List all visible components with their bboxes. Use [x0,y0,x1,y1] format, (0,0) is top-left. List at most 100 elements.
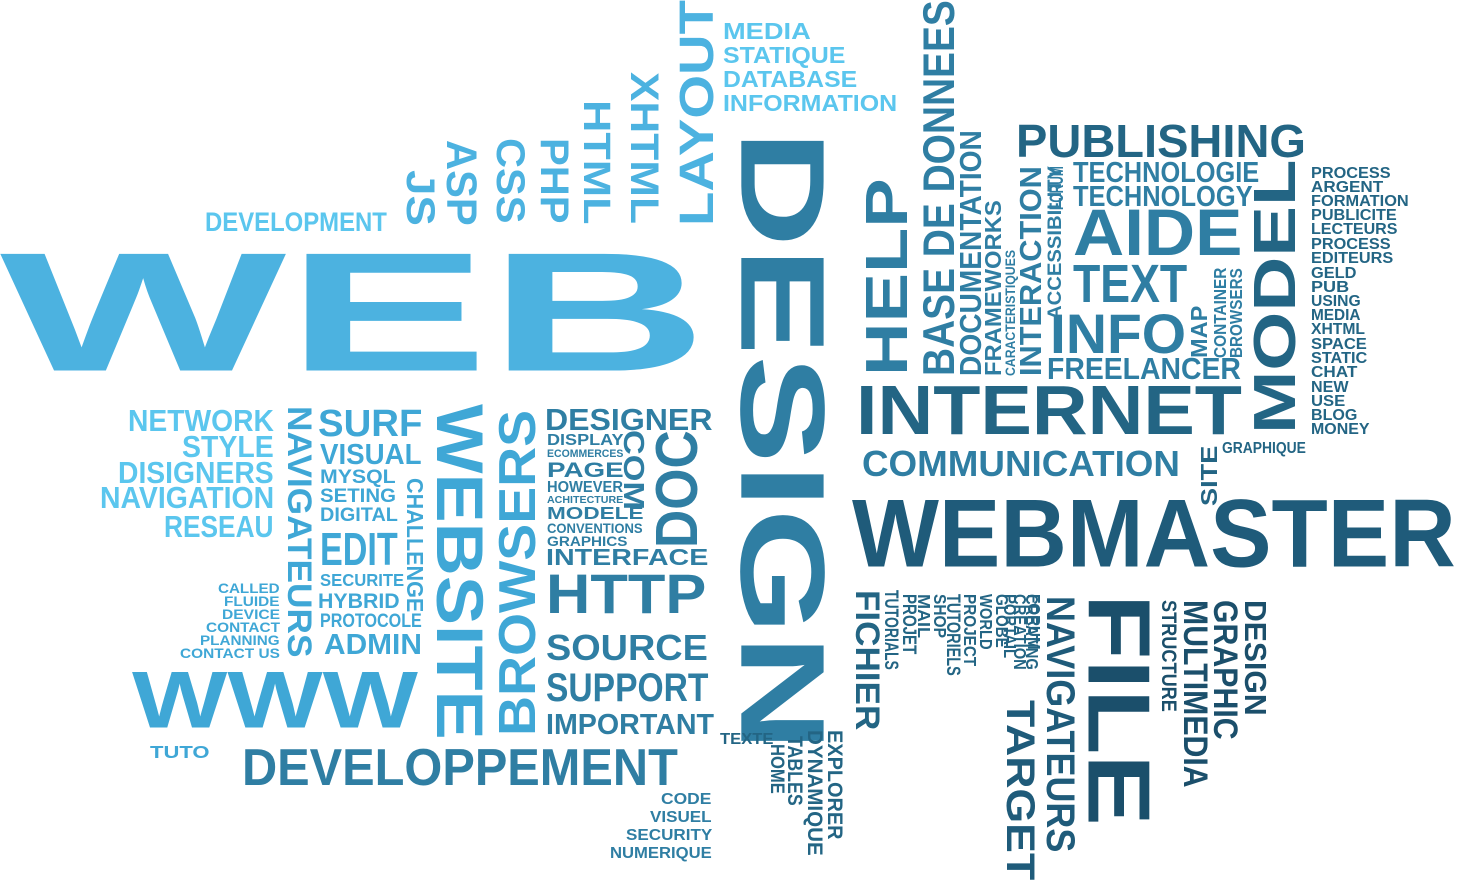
word-graphique: GRAPHIQUE [1222,440,1306,457]
word-numerique: NUMERIQUE [610,845,712,862]
word-development: DEVELOPMENT [205,207,387,238]
word-planning: PLANNING [200,633,280,648]
word-navigateurs-left: NAVIGATEURS [279,406,319,658]
word-hybrid: HYBRID [318,588,400,613]
word-contact-us: CONTACT US [180,646,280,661]
word-php: PHP [531,138,577,224]
word-texte: TEXTE [720,731,774,748]
word-xhtml: XHTML [1311,321,1365,338]
word-style: STYLE [182,429,274,465]
word-technologie: TECHNOLOGIE [1073,155,1260,189]
word-conventions: CONVENTIONS [547,521,643,536]
word-text: TEXT [1073,253,1188,315]
word-achitecture: ACHITECTURE [547,495,624,506]
word-modele: MODELE [547,503,644,523]
word-reseau: RESEAU [164,509,274,545]
word-process-2: PROCESS [1311,236,1391,253]
word-aide: AIDE [1073,194,1243,270]
word-geld: GELD [1311,265,1357,282]
word-model: MODEL [1241,159,1309,434]
word-freelancer: FREELANCER [1047,351,1241,387]
word-developpement: DEVELOPPEMENT [242,737,678,797]
word-graphic: GRAPHIC [1205,600,1245,740]
word-contact: CONTACT [206,620,281,635]
word-disigners: DISIGNERS [118,455,274,491]
word-chat: CHAT [1311,364,1358,381]
word-doc: DOC [643,430,711,548]
word-layout: LAYOUT [668,0,724,227]
word-formation: FORMATION [1311,193,1409,210]
word-information: INFORMATION [723,90,898,116]
word-surf: SURF [318,400,423,445]
word-interaction: INTERACTION [1013,166,1049,376]
word-www: WWW [132,654,418,746]
word-xhtml-top: XHTML [621,72,667,224]
word-fichier: FICHIER [847,590,887,731]
word-money: MONEY [1311,421,1370,438]
word-http: HTTP [546,561,707,626]
word-css: CSS [487,138,533,224]
word-display: DISPLAY [547,432,624,449]
word-network: NETWORK [128,403,274,439]
word-html: HTML [575,100,620,225]
word-pub: PUB [1311,279,1350,296]
word-internet: INTERNET [856,370,1242,450]
word-code: CODE [661,791,712,808]
word-help: HELP [853,178,921,376]
word-visuel: VISUEL [650,809,712,826]
word-browsers: BROWSERS [487,409,547,736]
word-graphics: GRAPHICS [547,534,628,549]
word-protocole: PROTOCOLE [320,610,422,632]
word-visual: VISUAL [320,437,422,471]
word-space: SPACE [1311,336,1367,353]
word-publicite: PUBLICITE [1311,207,1397,224]
word-use: USE [1311,393,1346,410]
word-ecommerces: ECOMMERCES [547,448,624,460]
word-website: WEBSITE [422,404,498,740]
word-design: DESIGN [715,130,850,752]
word-media-2: MEDIA [1311,307,1361,324]
word-however: HOWEVER [547,479,623,496]
word-communication: COMMUNICATION [862,443,1180,485]
word-explorer: EXPLORER [823,730,848,840]
word-publishing: PUBLISHING [1016,114,1306,168]
word-fluide: FLUIDE [224,594,280,609]
word-forum: FORUM [1046,166,1068,210]
word-new: NEW [1311,379,1349,396]
word-interface: INTERFACE [546,544,709,570]
word-blog: BLOG [1311,407,1358,424]
word-designer: DESIGNER [545,402,713,438]
word-asp: ASP [437,140,486,226]
word-statique: STATIQUE [723,42,846,68]
word-file: FILE [1068,594,1168,826]
word-device: DEVICE [222,607,281,622]
word-web: WEB [0,217,708,408]
word-design-small: DESIGN [1237,600,1273,716]
word-called: CALLED [218,581,280,596]
word-technology: TECHNOLOGY [1073,179,1253,213]
word-map: MAP [1186,305,1212,358]
word-important: IMPORTANT [546,707,715,741]
word-securite: SECURITE [320,570,405,590]
word-security: SECURITY [626,827,713,844]
word-js: JS [397,170,443,226]
word-admin: ADMIN [324,627,422,661]
word-using: USING [1311,293,1361,310]
word-edit: EDIT [320,522,398,576]
word-argent: ARGENT [1311,179,1384,196]
word-seting: SETING [320,485,396,507]
word-support: SUPPORT [546,665,709,711]
word-mysql: MYSQL [320,466,396,488]
word-static: STATIC [1311,350,1368,367]
word-editeurs: EDITEURS [1311,250,1394,267]
word-page: PAGE [547,457,624,482]
word-info: INFO [1050,301,1187,366]
word-frameworks: FRAMEWORKS [980,200,1006,376]
word-webmaster: WEBMASTER [852,479,1456,588]
word-digital: DIGITAL [320,504,398,526]
word-source: SOURCE [546,627,708,669]
word-process: PROCESS [1311,165,1391,182]
word-media: MEDIA [723,18,811,44]
word-database: DATABASE [723,66,858,92]
